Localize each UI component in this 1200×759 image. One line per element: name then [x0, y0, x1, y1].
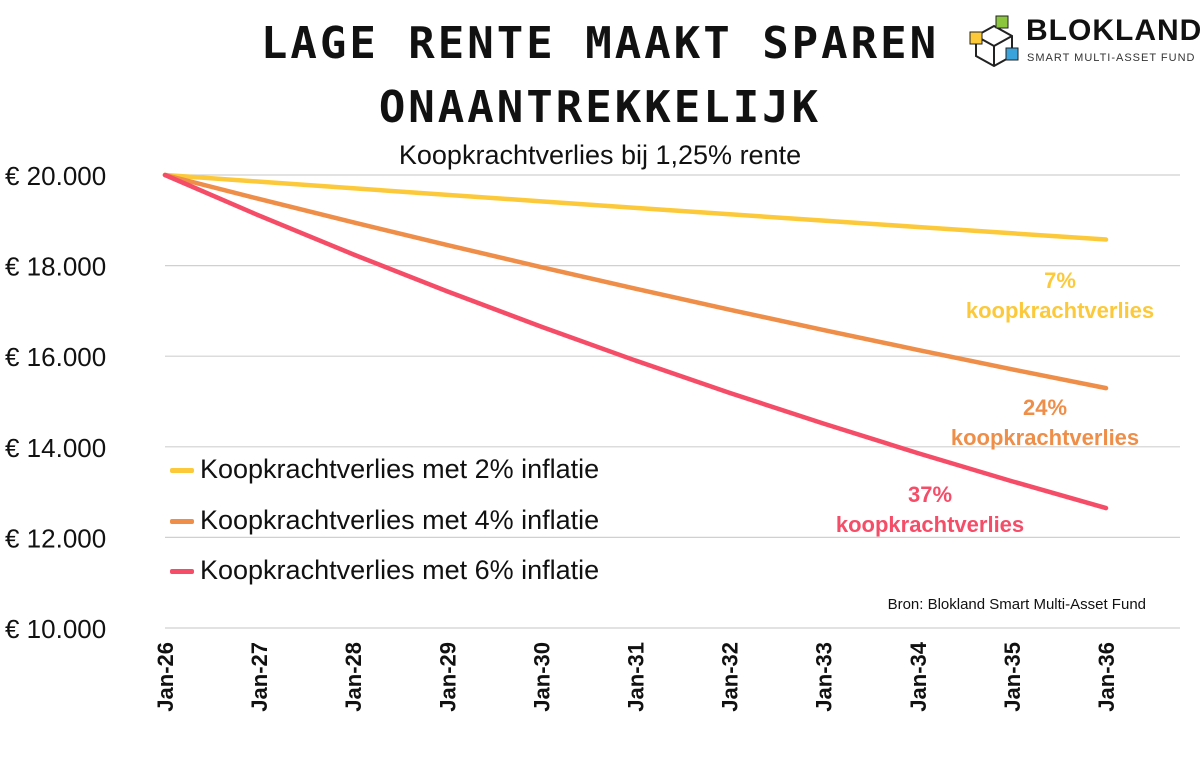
y-tick-label: € 20.000: [5, 161, 106, 191]
annotation-text: koopkrachtverlies: [835, 512, 1025, 537]
x-tick-label: Jan-30: [529, 642, 554, 712]
brand-name: BLOKLAND: [1026, 14, 1200, 47]
y-tick-label: € 16.000: [5, 342, 106, 372]
legend-label: Koopkrachtverlies met 4% inflatie: [200, 505, 600, 535]
y-tick-label: € 10.000: [5, 614, 106, 644]
blokland-cube-icon: [969, 15, 1019, 68]
y-tick-label: € 14.000: [5, 433, 106, 463]
x-tick-label: Jan-33: [812, 642, 837, 712]
legend-entry-6pct: Koopkrachtverlies met 6% inflatie: [170, 555, 599, 586]
x-tick-label: Jan-28: [341, 642, 366, 712]
legend-swatch-yellow: [170, 468, 194, 474]
series-line-3: [162, 172, 1109, 511]
annotation-24pct: 24% koopkrachtverlies: [925, 393, 1165, 453]
chart-title-line-1: LAGE RENTE MAAKT SPAREN: [260, 18, 940, 69]
legend-swatch-red: [170, 569, 194, 575]
annotation-7pct: 7% koopkrachtverlies: [940, 266, 1180, 326]
x-tick-label: Jan-32: [718, 642, 743, 712]
annotation-value: 37%: [907, 482, 953, 507]
annotation-value: 7%: [1044, 268, 1076, 293]
annotation-text: koopkrachtverlies: [965, 298, 1155, 323]
y-tick-label: € 18.000: [5, 252, 106, 282]
x-tick-label: Jan-31: [624, 642, 649, 712]
chart-subtitle: Koopkrachtverlies bij 1,25% rente: [398, 140, 802, 170]
blokland-logo: BLOKLAND SMART MULTI-ASSET FUND: [966, 12, 1200, 72]
x-tick-label: Jan-34: [906, 641, 931, 711]
chart-title-line-2: ONAANTREKKELIJK: [378, 82, 822, 133]
x-tick-label: Jan-36: [1094, 642, 1119, 712]
y-tick-label: € 12.000: [5, 523, 106, 553]
annotation-text: koopkrachtverlies: [950, 425, 1140, 450]
x-tick-label: Jan-26: [153, 642, 178, 712]
x-tick-label: Jan-35: [1000, 642, 1025, 712]
annotation-value: 24%: [1022, 395, 1068, 420]
legend-entry-4pct: Koopkrachtverlies met 4% inflatie: [170, 505, 599, 536]
x-tick-label: Jan-27: [247, 642, 272, 712]
legend-entry-2pct: Koopkrachtverlies met 2% inflatie: [170, 454, 599, 485]
annotation-37pct: 37% koopkrachtverlies: [810, 480, 1050, 540]
x-tick-label: Jan-29: [435, 642, 460, 712]
legend-label: Koopkrachtverlies met 2% inflatie: [200, 454, 600, 484]
legend-label: Koopkrachtverlies met 6% inflatie: [200, 555, 600, 585]
source-note: Bron: Blokland Smart Multi-Asset Fund: [887, 596, 1146, 613]
series-line-1: [162, 172, 1109, 242]
brand-tagline: SMART MULTI-ASSET FUND: [1027, 52, 1196, 64]
series-line-2: [162, 172, 1109, 391]
legend-swatch-orange: [170, 519, 194, 525]
